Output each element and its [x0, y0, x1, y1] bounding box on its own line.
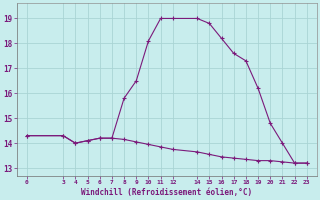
X-axis label: Windchill (Refroidissement éolien,°C): Windchill (Refroidissement éolien,°C) — [81, 188, 252, 197]
